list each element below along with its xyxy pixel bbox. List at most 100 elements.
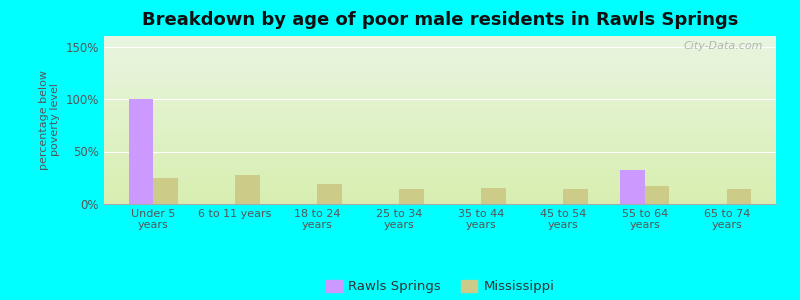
Bar [104,65,776,66]
Bar [104,191,776,192]
Bar [104,203,776,204]
Bar [104,87,776,88]
Bar [104,142,776,143]
Bar [104,112,776,113]
Bar [104,162,776,163]
Bar [104,185,776,186]
Bar [104,38,776,39]
Bar [104,193,776,194]
Bar [104,145,776,146]
Bar [104,150,776,151]
Bar [104,67,776,68]
Bar [104,169,776,170]
Bar [104,120,776,121]
Bar [104,182,776,183]
Bar [104,135,776,136]
Y-axis label: percentage below
poverty level: percentage below poverty level [38,70,60,170]
Bar [104,136,776,137]
Bar [104,173,776,174]
Bar [104,75,776,76]
Text: City-Data.com: City-Data.com [683,41,762,51]
Bar [104,76,776,77]
Bar [104,116,776,117]
Bar [104,59,776,60]
Bar [104,161,776,162]
Bar [104,105,776,106]
Bar [235,175,260,204]
Bar [104,174,776,175]
Bar [104,140,776,141]
Bar [104,96,776,97]
Bar [104,169,776,170]
Bar [104,73,776,74]
Bar [104,194,776,195]
Bar [104,134,776,135]
Bar [104,129,776,130]
Bar [104,90,776,91]
Bar [104,84,776,85]
Bar [104,92,776,93]
Bar [104,144,776,145]
Bar [104,124,776,125]
Bar [104,51,776,52]
Bar [104,80,776,81]
Bar [104,166,776,167]
Bar [104,86,776,87]
Bar [104,93,776,94]
Bar [104,42,776,43]
Bar [104,121,776,122]
Bar [104,167,776,168]
Bar [104,127,776,128]
Bar [104,66,776,67]
Legend: Rawls Springs, Mississippi: Rawls Springs, Mississippi [321,274,559,298]
Bar [104,61,776,62]
Bar [104,176,776,177]
Bar [104,187,776,188]
Bar [104,132,776,133]
Bar [104,104,776,105]
Bar [104,78,776,79]
Bar [104,83,776,84]
Bar [104,36,776,37]
Bar [104,163,776,164]
Bar [104,172,776,173]
Bar [104,95,776,96]
Bar [104,56,776,57]
Bar [104,117,776,118]
Bar [104,168,776,169]
Bar [104,202,776,203]
Bar [104,102,776,103]
Bar [399,189,424,204]
Bar [104,149,776,150]
Bar [104,148,776,149]
Bar [727,189,751,204]
Title: Breakdown by age of poor male residents in Rawls Springs: Breakdown by age of poor male residents … [142,11,738,29]
Bar [104,68,776,69]
Bar [153,178,178,204]
Bar [104,101,776,102]
Bar [104,158,776,159]
Bar [104,133,776,134]
Bar [104,160,776,161]
Bar [104,37,776,38]
Bar [104,139,776,140]
Bar [104,153,776,154]
Bar [104,200,776,201]
Bar [104,190,776,191]
Bar [104,97,776,98]
Bar [104,125,776,126]
Bar [104,64,776,65]
Bar [104,60,776,61]
Bar [104,47,776,48]
Bar [104,85,776,86]
Bar [104,81,776,82]
Bar [104,118,776,119]
Bar [104,159,776,160]
Bar [104,103,776,104]
Bar [104,106,776,107]
Bar [563,189,587,204]
Bar [104,199,776,200]
Bar [104,183,776,184]
Bar [104,49,776,50]
Bar [104,108,776,109]
